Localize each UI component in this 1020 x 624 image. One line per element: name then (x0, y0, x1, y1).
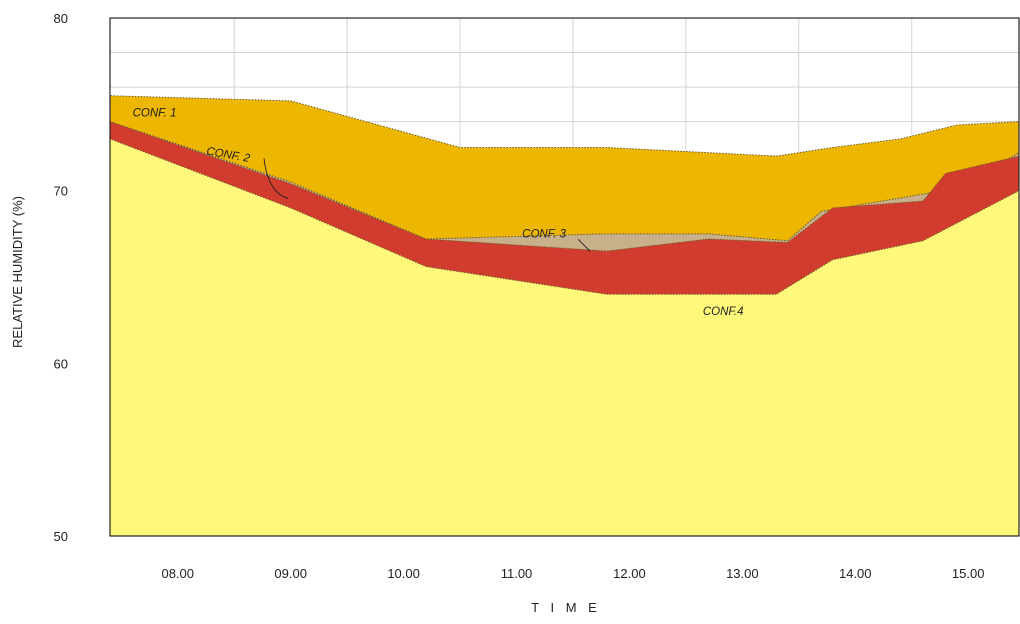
x-axis-title: T I M E (531, 600, 601, 615)
x-tick-label: 15.00 (952, 566, 985, 581)
x-tick-label: 11.00 (501, 566, 533, 581)
y-tick-label: 70 (54, 184, 68, 199)
y-tick-label: 60 (54, 356, 68, 371)
annotation-leader (263, 158, 289, 199)
annotation-label: CONF. 1 (133, 107, 177, 119)
x-tick-label: 14.00 (839, 566, 872, 581)
y-axis-title: RELATIVE HUMIDITY (%) (10, 196, 25, 348)
x-tick-label: 12.00 (613, 566, 646, 581)
x-tick-label: 08.00 (161, 566, 194, 581)
x-tick-label: 10.00 (387, 566, 420, 581)
y-axis-ticks: 50 60 70 80 (54, 11, 68, 544)
series-area-4 (109, 138, 1020, 537)
plot-border (109, 17, 1020, 537)
annotation-label: CONF. 3 (522, 228, 566, 240)
x-axis-ticks: 08.00 09.00 10.00 11.00 12.00 13.00 14.00 15.00 (161, 566, 984, 581)
annotation-leader (577, 238, 591, 252)
x-tick-label: 13.00 (726, 566, 759, 581)
annotation-label: CONF.4 (703, 306, 744, 318)
area-series (109, 95, 1020, 537)
y-tick-label: 50 (54, 529, 68, 544)
y-tick-label: 80 (54, 11, 68, 26)
x-tick-label: 09.00 (274, 566, 307, 581)
plot-frame (109, 17, 1020, 537)
